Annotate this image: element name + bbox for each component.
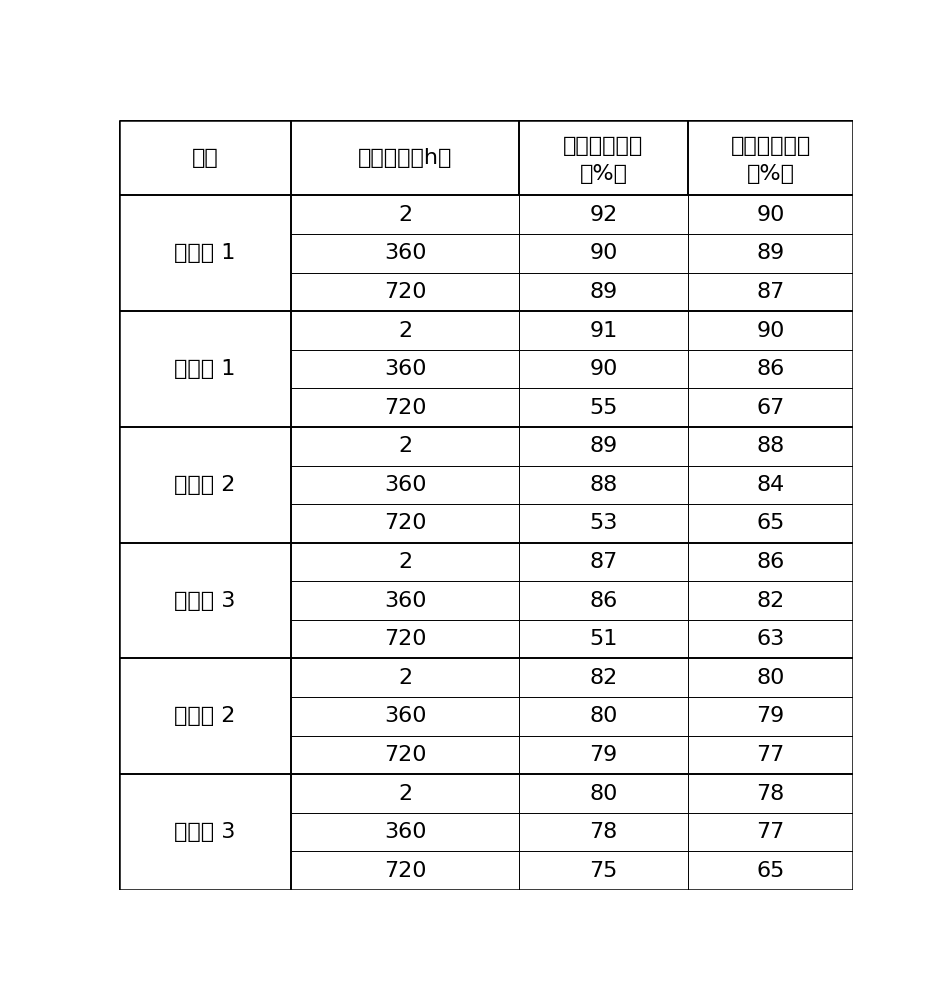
Text: 反应时间（h）: 反应时间（h）	[357, 148, 452, 168]
Text: 对比例 3: 对比例 3	[174, 591, 235, 611]
Text: 2: 2	[398, 784, 412, 804]
Text: 720: 720	[384, 861, 427, 881]
Text: 720: 720	[384, 629, 427, 649]
Text: 91: 91	[590, 321, 617, 341]
Text: 82: 82	[590, 668, 617, 688]
Text: 53: 53	[590, 513, 617, 533]
Text: 360: 360	[384, 243, 427, 263]
Text: 78: 78	[590, 822, 617, 842]
Text: （%）: （%）	[579, 164, 628, 184]
Text: 2: 2	[398, 436, 412, 456]
Text: 环己烷转化率: 环己烷转化率	[563, 136, 644, 156]
Text: （%）: （%）	[746, 164, 794, 184]
Text: 环己酮选择性: 环己酮选择性	[730, 136, 811, 156]
Text: 90: 90	[590, 359, 617, 379]
Text: 82: 82	[757, 591, 785, 611]
Text: 75: 75	[590, 861, 617, 881]
Text: 65: 65	[757, 861, 785, 881]
Text: 89: 89	[590, 436, 617, 456]
Text: 86: 86	[590, 591, 617, 611]
Text: 86: 86	[757, 359, 785, 379]
Text: 实施例 3: 实施例 3	[174, 822, 235, 842]
Text: 92: 92	[590, 205, 617, 225]
Text: 63: 63	[757, 629, 785, 649]
Text: 51: 51	[590, 629, 617, 649]
Text: 实施例 2: 实施例 2	[174, 706, 235, 726]
Text: 2: 2	[398, 205, 412, 225]
Text: 720: 720	[384, 398, 427, 418]
Text: 89: 89	[590, 282, 617, 302]
Text: 360: 360	[384, 359, 427, 379]
Text: 实施例 1: 实施例 1	[174, 243, 235, 263]
Text: 2: 2	[398, 552, 412, 572]
Text: 78: 78	[757, 784, 785, 804]
Text: 360: 360	[384, 822, 427, 842]
Text: 90: 90	[590, 243, 617, 263]
Text: 2: 2	[398, 668, 412, 688]
Text: 86: 86	[757, 552, 785, 572]
Text: 79: 79	[590, 745, 617, 765]
Text: 88: 88	[590, 475, 617, 495]
Text: 65: 65	[757, 513, 785, 533]
Text: 720: 720	[384, 282, 427, 302]
Text: 80: 80	[590, 706, 617, 726]
Text: 90: 90	[757, 205, 785, 225]
Text: 360: 360	[384, 475, 427, 495]
Text: 55: 55	[589, 398, 618, 418]
Text: 77: 77	[757, 822, 785, 842]
Text: 360: 360	[384, 706, 427, 726]
Text: 360: 360	[384, 591, 427, 611]
Text: 720: 720	[384, 745, 427, 765]
Text: 79: 79	[757, 706, 785, 726]
Text: 2: 2	[398, 321, 412, 341]
Text: 80: 80	[590, 784, 617, 804]
Text: 对比例 2: 对比例 2	[174, 475, 235, 495]
Text: 90: 90	[757, 321, 785, 341]
Text: 89: 89	[757, 243, 785, 263]
Text: 87: 87	[757, 282, 785, 302]
Text: 67: 67	[757, 398, 785, 418]
Text: 87: 87	[590, 552, 617, 572]
Text: 编号: 编号	[191, 148, 218, 168]
Text: 77: 77	[757, 745, 785, 765]
Text: 对比例 1: 对比例 1	[174, 359, 235, 379]
Text: 88: 88	[757, 436, 785, 456]
Text: 84: 84	[757, 475, 785, 495]
Text: 720: 720	[384, 513, 427, 533]
Text: 80: 80	[757, 668, 785, 688]
